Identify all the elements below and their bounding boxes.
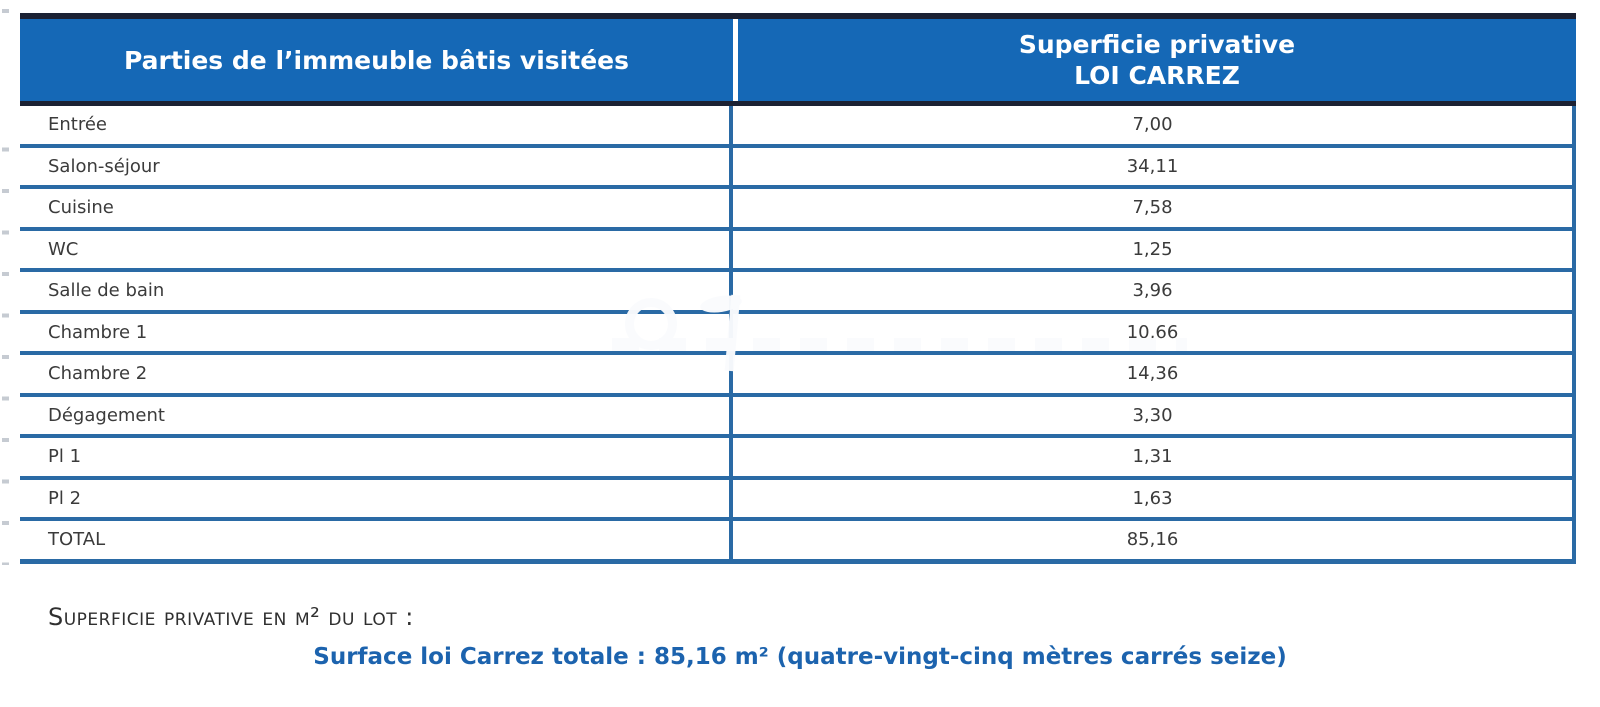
table-row: Chambre 1 10,66 (20, 313, 1572, 355)
table-row-total: TOTAL 85,16 (20, 521, 1572, 564)
superficie-lot-label: Superficie privative en m² du lot : (48, 603, 414, 631)
area-value-cell: 1,31 (1132, 446, 1173, 468)
header-superficie-privative: Superficie privative LOI CARREZ (738, 19, 1576, 101)
room-label-cell: Dégagement (20, 396, 733, 434)
area-value-cell: 3,96 (1132, 280, 1173, 302)
room-label-cell: Pl 1 (20, 438, 733, 476)
room-label-cell: Salle de bain (20, 272, 733, 310)
carrez-surface-table: Parties de l’immeuble bâtis visitées Sup… (20, 13, 1576, 564)
area-value-cell: 3,30 (1132, 404, 1173, 426)
table-row: Pl 1 1,31 (20, 438, 1572, 480)
area-value-cell: 1,25 (1132, 238, 1173, 260)
table-row: WC 1,25 (20, 230, 1572, 272)
header-col2-line2: LOI CARREZ (1074, 61, 1240, 90)
room-label-cell: WC (20, 230, 733, 268)
room-label-cell: Cuisine (20, 189, 733, 227)
room-label-cell: Pl 2 (20, 479, 733, 517)
area-value-cell: 7,00 (1132, 114, 1173, 136)
header-column-divider (733, 19, 738, 101)
area-value-cell: 34,11 (1126, 155, 1179, 177)
scan-artifact-ticks (2, 110, 9, 565)
table-row: Entrée 7,00 (20, 106, 1572, 148)
room-label-cell: Entrée (20, 106, 733, 144)
table-row: Chambre 2 14,36 (20, 355, 1572, 397)
area-value-cell: 14,36 (1126, 363, 1179, 385)
scan-artifact-tick (2, 9, 9, 13)
room-label-cell: Chambre 2 (20, 355, 733, 393)
table-row: Salon-séjour 34,11 (20, 147, 1572, 189)
surface-carrez-total-text: Surface loi Carrez totale : 85,16 m² (qu… (313, 644, 1287, 670)
header-parties-visitees: Parties de l’immeuble bâtis visitées (20, 19, 733, 101)
header-col1-label: Parties de l’immeuble bâtis visitées (123, 45, 629, 75)
area-value-cell: 7,58 (1132, 197, 1173, 219)
room-label-cell: Chambre 1 (20, 313, 733, 351)
table-body: Entrée 7,00 Salon-séjour 34,11 Cuisine 7… (20, 106, 1576, 564)
area-value-cell: 10,66 (1126, 321, 1179, 343)
table-row: Salle de bain 3,96 (20, 272, 1572, 314)
table-row: Dégagement 3,30 (20, 396, 1572, 438)
room-label-cell: TOTAL (20, 521, 733, 559)
table-row: Cuisine 7,58 (20, 189, 1572, 231)
table-header-row: Parties de l’immeuble bâtis visitées Sup… (20, 13, 1576, 106)
header-col2-line1: Superficie privative (1018, 30, 1296, 59)
area-value-cell: 85,16 (1126, 529, 1179, 551)
area-value-cell: 1,63 (1132, 487, 1173, 509)
table-row: Pl 2 1,63 (20, 479, 1572, 521)
room-label-cell: Salon-séjour (20, 147, 733, 185)
